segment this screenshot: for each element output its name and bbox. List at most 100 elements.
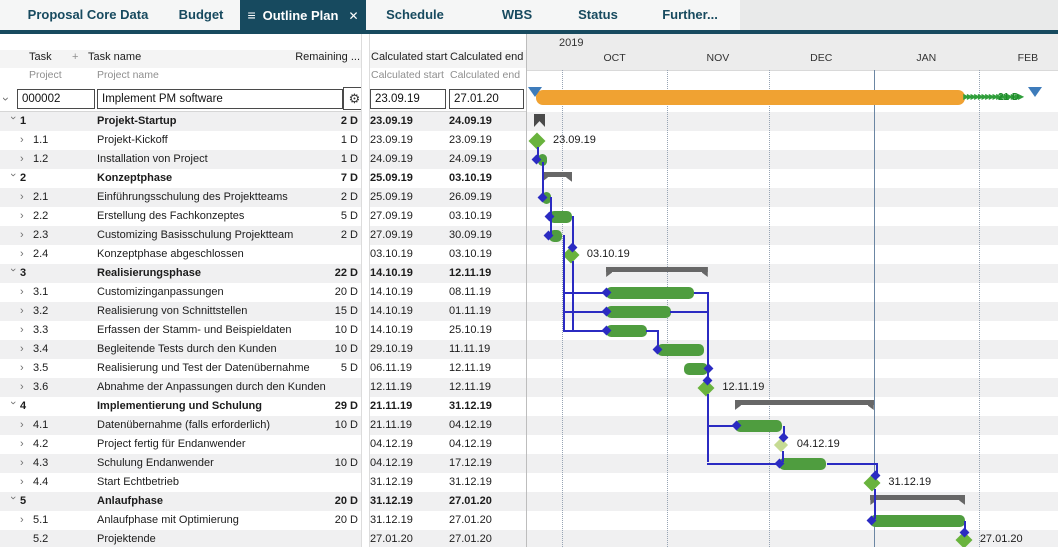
task-row[interactable]: › 3.4 Begleitende Tests durch den Kunden 10… (0, 340, 1058, 359)
tab-wbs[interactable]: WBS (486, 0, 548, 30)
expand-chevron[interactable]: › (20, 324, 24, 336)
expand-chevron[interactable]: › (20, 210, 24, 222)
task-row[interactable]: › 1 Projekt-Startup 2 D 23.09.19 24.09.19 (0, 112, 1058, 131)
expand-chevron[interactable]: › (20, 134, 24, 146)
task-row[interactable]: › 5 Anlaufphase 20 D 31.12.19 27.01.20 (0, 492, 1058, 511)
project-id-input[interactable] (17, 89, 95, 109)
expand-chevron[interactable]: › (20, 362, 24, 374)
task-row[interactable]: › 5.1 Anlaufphase mit Optimierung 20 D 31.12… (0, 511, 1058, 530)
task-row[interactable]: › 3.6 Abnahme der Anpassungen durch den Ku… (0, 378, 1058, 397)
task-row[interactable]: › 2.4 Konzeptphase abgeschlossen 03.10.19 03… (0, 245, 1058, 264)
task-row[interactable]: › 3.3 Erfassen der Stamm- und Beispieldate… (0, 321, 1058, 340)
calc-end-cell: 31.12.19 (449, 400, 492, 412)
project-end-input[interactable] (449, 89, 524, 109)
task-name-cell: Konzeptphase (97, 172, 173, 184)
task-row[interactable]: › 1.1 Projekt-Kickoff 1 D 23.09.19 23.09.19 (0, 131, 1058, 150)
calc-start-cell: 27.09.19 (370, 229, 413, 241)
tab-further[interactable]: Further... (652, 0, 728, 30)
tab-label: WBS (501, 7, 533, 22)
calc-start-cell: 23.09.19 (370, 134, 413, 146)
task-row[interactable]: › 4.4 Start Echtbetrieb 31.12.19 31.12.19 (0, 473, 1058, 492)
task-row[interactable]: › 2.2 Erstellung des Fachkonzeptes 5 D 27.09… (0, 207, 1058, 226)
task-name-cell: Datenübernahme (falls erforderlich) (97, 419, 271, 431)
expand-chevron[interactable]: › (20, 419, 24, 431)
tab-status[interactable]: Status (566, 0, 630, 30)
project-start-input[interactable] (370, 89, 446, 109)
expand-chevron[interactable]: › (20, 476, 24, 488)
task-row[interactable]: › 4.2 Project fertig für Endanwender 04.12.… (0, 435, 1058, 454)
expand-chevron[interactable]: › (20, 248, 24, 260)
expand-chevron[interactable]: › (20, 514, 24, 526)
gantt-summary-bar[interactable] (734, 400, 874, 410)
calc-end-cell: 03.10.19 (449, 172, 492, 184)
gantt-task-bar[interactable] (606, 286, 695, 299)
remaining-cell: 20 D (334, 495, 358, 507)
task-number-cell: 4.4 (33, 476, 49, 488)
gantt-task-bar[interactable] (778, 457, 827, 470)
calc-end-cell: 12.11.19 (449, 381, 492, 393)
expand-chevron[interactable]: › (20, 229, 24, 241)
gantt-task-bar[interactable] (870, 514, 966, 527)
task-row[interactable]: › 1.2 Installation von Project 1 D 24.09.19 2… (0, 150, 1058, 169)
gantt-task-bar[interactable] (538, 153, 548, 166)
gantt-task-bar[interactable] (606, 305, 671, 318)
task-number-cell: 5.1 (33, 514, 49, 526)
gantt-task-bar[interactable] (656, 343, 705, 356)
expand-chevron[interactable]: › (20, 305, 24, 317)
task-row[interactable]: › 2.1 Einführungsschulung des Projektteams… (0, 188, 1058, 207)
subheader-calc-start: Calculated start (371, 69, 444, 81)
tab-label: Outline Plan (262, 8, 339, 23)
gantt-summary-bar[interactable] (541, 172, 573, 182)
expand-chevron[interactable]: › (20, 343, 24, 355)
task-name-cell: Projekt-Startup (97, 115, 177, 127)
gantt-task-bar[interactable] (734, 419, 783, 432)
calc-start-cell: 06.11.19 (370, 362, 413, 374)
task-row[interactable]: 5.2 Projektende 27.01.20 27.01.20 (0, 530, 1058, 547)
calc-end-cell: 08.11.19 (449, 286, 492, 298)
gantt-task-bar[interactable] (548, 210, 573, 223)
task-row[interactable]: › 4 Implementierung und Schulung 29 D 21.11.… (0, 397, 1058, 416)
gantt-collapsed-summary-flag[interactable] (534, 114, 545, 127)
expand-chevron[interactable]: › (20, 191, 24, 203)
gantt-summary-bar[interactable] (870, 495, 966, 505)
task-row[interactable]: › 4.3 Schulung Endanwender 10 D 04.12.19 17.1… (0, 454, 1058, 473)
calc-start-cell: 03.10.19 (370, 248, 413, 260)
tab-menu-icon[interactable]: ≡ (247, 7, 256, 23)
col-header-remaining: Remaining ... (295, 51, 360, 63)
col-header-task-name: Task name (88, 51, 142, 63)
expand-chevron[interactable]: › (20, 438, 24, 450)
expand-chevron[interactable]: › (20, 381, 24, 393)
gantt-task-bar[interactable] (684, 362, 708, 375)
tab-budget[interactable]: Budget (166, 0, 236, 30)
tab-schedule[interactable]: Schedule (378, 0, 452, 30)
project-gantt-bar[interactable] (536, 90, 966, 105)
task-number-cell: 2.2 (33, 210, 49, 222)
gantt-task-bar[interactable] (606, 324, 647, 337)
calc-end-cell: 27.01.20 (449, 533, 492, 545)
task-row[interactable]: › 4.1 Datenübernahme (falls erforderlich) 1… (0, 416, 1058, 435)
dependency-connector (782, 451, 784, 462)
task-row[interactable]: › 2 Konzeptphase 7 D 25.09.19 03.10.19 (0, 169, 1058, 188)
expand-chevron[interactable]: › (20, 286, 24, 298)
expand-chevron[interactable]: › (20, 153, 24, 165)
dependency-connector (572, 261, 574, 330)
schedule-start-marker (528, 87, 542, 97)
project-name-input[interactable] (97, 89, 343, 109)
gantt-summary-bar[interactable] (606, 267, 708, 277)
expand-chevron[interactable]: › (20, 457, 24, 469)
task-row[interactable]: › 2.3 Customizing Basisschulung Projekttea… (0, 226, 1058, 245)
project-expander-chevron[interactable]: › (0, 97, 13, 101)
calc-end-cell: 04.12.19 (449, 438, 492, 450)
task-row[interactable]: › 3 Realisierungsphase 22 D 14.10.19 12.11.19 (0, 264, 1058, 283)
dependency-connector (876, 463, 878, 475)
task-row[interactable]: › 3.5 Realisierung und Test der Datenübern… (0, 359, 1058, 378)
task-row[interactable]: › 3.1 Customizinganpassungen 20 D 14.10.19 08… (0, 283, 1058, 302)
task-name-cell: Installation von Project (97, 153, 208, 165)
remaining-cell: 2 D (340, 229, 358, 241)
task-row[interactable]: › 3.2 Realisierung von Schnittstellen 15 D 1… (0, 302, 1058, 321)
add-column-button[interactable]: + (72, 51, 79, 63)
tab-outline-plan[interactable]: ≡ Outline Plan ✕ (240, 0, 366, 30)
tab-close-icon[interactable]: ✕ (348, 9, 359, 23)
dependency-connector (563, 330, 605, 332)
tab-proposal-core-data[interactable]: Proposal Core Data (20, 0, 156, 30)
